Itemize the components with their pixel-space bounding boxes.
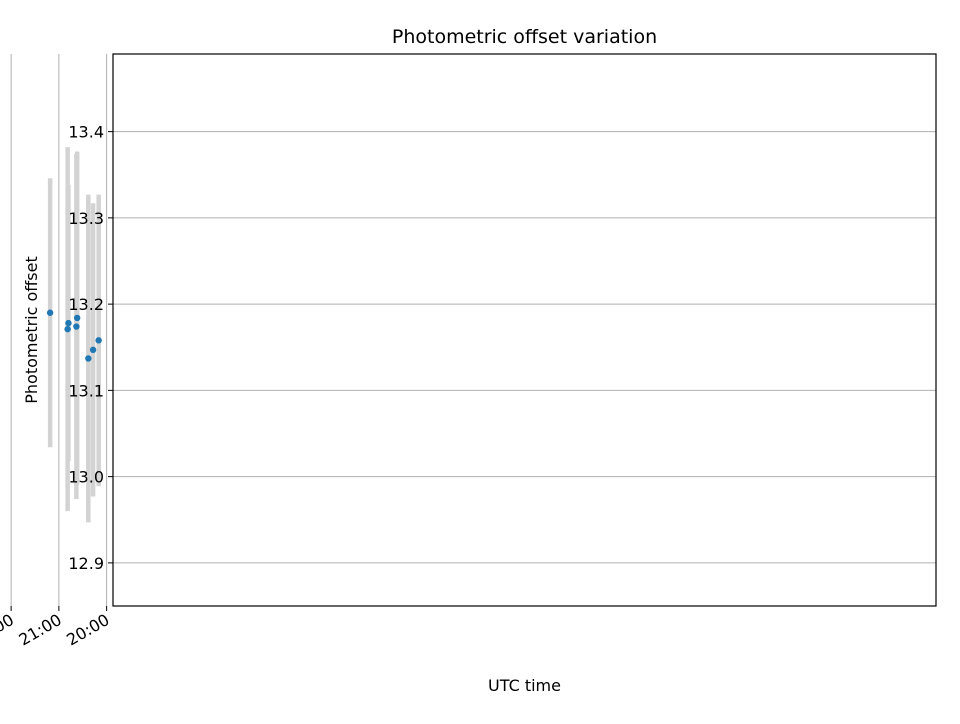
y-axis-label: Photometric offset xyxy=(22,256,41,404)
y-tick-label: 13.2 xyxy=(68,295,104,314)
y-tick-label: 13.1 xyxy=(68,381,104,400)
data-point xyxy=(73,323,80,330)
data-point xyxy=(64,325,71,333)
plot-frame xyxy=(112,53,937,607)
point-layer xyxy=(46,309,102,362)
grid-layer xyxy=(10,54,936,606)
data-point xyxy=(95,337,102,344)
x-axis-label: UTC time xyxy=(488,676,561,695)
y-axis: 12.9 13.0 13.1 13.2 13.3 13.4 xyxy=(68,123,113,573)
y-tick-label: 13.3 xyxy=(68,209,104,228)
data-point xyxy=(89,346,97,354)
data-point xyxy=(46,309,54,316)
data-point xyxy=(85,355,92,362)
y-tick-label: 13.0 xyxy=(68,468,104,487)
chart-title: Photometric offset variation xyxy=(392,26,657,48)
data-point xyxy=(65,319,72,327)
data-point xyxy=(73,314,81,322)
y-tick-label: 13.4 xyxy=(68,123,104,142)
y-tick-label: 12.9 xyxy=(68,554,104,573)
